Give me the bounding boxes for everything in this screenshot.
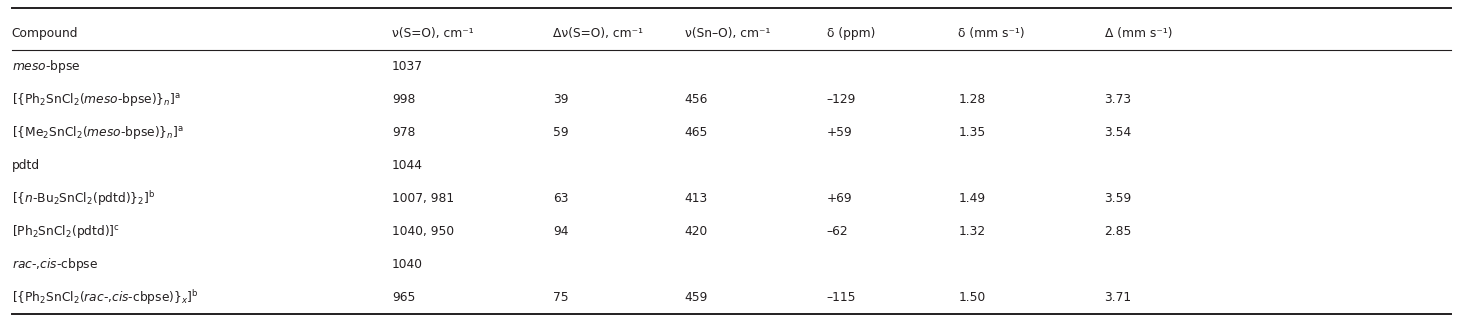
Text: 413: 413 (685, 192, 708, 205)
Text: 1040, 950: 1040, 950 (392, 225, 454, 238)
Text: $\mathit{meso}$-bpse: $\mathit{meso}$-bpse (12, 58, 80, 75)
Text: 1.50: 1.50 (958, 291, 986, 304)
Text: ν(Sn–O), cm⁻¹: ν(Sn–O), cm⁻¹ (685, 27, 770, 40)
Text: 75: 75 (553, 291, 569, 304)
Text: 459: 459 (685, 291, 708, 304)
Text: +69: +69 (827, 192, 853, 205)
Text: 2.85: 2.85 (1105, 225, 1132, 238)
Text: 1044: 1044 (392, 159, 423, 172)
Text: 3.73: 3.73 (1105, 93, 1132, 106)
Text: 1.28: 1.28 (958, 93, 986, 106)
Text: 39: 39 (553, 93, 569, 106)
Text: ν(S=O), cm⁻¹: ν(S=O), cm⁻¹ (392, 27, 474, 40)
Text: 465: 465 (685, 126, 708, 139)
Text: Compound: Compound (12, 27, 78, 40)
Text: –129: –129 (827, 93, 856, 106)
Text: 1.49: 1.49 (958, 192, 986, 205)
Text: 3.54: 3.54 (1105, 126, 1132, 139)
Text: δ (mm s⁻¹): δ (mm s⁻¹) (958, 27, 1026, 40)
Text: [{Ph$_2$SnCl$_2$($\mathit{meso}$-bpse)}$_n$]$^{\mathrm{a}}$: [{Ph$_2$SnCl$_2$($\mathit{meso}$-bpse)}$… (12, 91, 180, 108)
Text: 420: 420 (685, 225, 708, 238)
Text: Δν(S=O), cm⁻¹: Δν(S=O), cm⁻¹ (553, 27, 644, 40)
Text: pdtd: pdtd (12, 159, 40, 172)
Text: [{Ph$_2$SnCl$_2$($\mathit{rac}$-,$\mathit{cis}$-cbpse)}$_x$]$^{\mathrm{b}}$: [{Ph$_2$SnCl$_2$($\mathit{rac}$-,$\mathi… (12, 288, 199, 307)
Text: 94: 94 (553, 225, 569, 238)
Text: 59: 59 (553, 126, 569, 139)
Text: [{Me$_2$SnCl$_2$($\mathit{meso}$-bpse)}$_n$]$^{\mathrm{a}}$: [{Me$_2$SnCl$_2$($\mathit{meso}$-bpse)}$… (12, 124, 183, 141)
Text: 1007, 981: 1007, 981 (392, 192, 454, 205)
Text: 1040: 1040 (392, 258, 423, 271)
Text: 1.32: 1.32 (958, 225, 986, 238)
Text: 3.59: 3.59 (1105, 192, 1132, 205)
Text: –62: –62 (827, 225, 849, 238)
Text: 965: 965 (392, 291, 415, 304)
Text: 1.35: 1.35 (958, 126, 986, 139)
Text: Δ (mm s⁻¹): Δ (mm s⁻¹) (1105, 27, 1172, 40)
Text: +59: +59 (827, 126, 853, 139)
Text: 978: 978 (392, 126, 415, 139)
Text: δ (ppm): δ (ppm) (827, 27, 875, 40)
Text: 63: 63 (553, 192, 569, 205)
Text: 3.71: 3.71 (1105, 291, 1132, 304)
Text: 998: 998 (392, 93, 415, 106)
Text: –115: –115 (827, 291, 856, 304)
Text: 1037: 1037 (392, 60, 423, 73)
Text: 456: 456 (685, 93, 708, 106)
Text: [Ph$_2$SnCl$_2$(pdtd)]$^{\mathrm{c}}$: [Ph$_2$SnCl$_2$(pdtd)]$^{\mathrm{c}}$ (12, 223, 120, 240)
Text: [{$\mathit{n}$-Bu$_2$SnCl$_2$(pdtd)}$_2$]$^{\mathrm{b}}$: [{$\mathit{n}$-Bu$_2$SnCl$_2$(pdtd)}$_2$… (12, 189, 155, 208)
Text: $\mathit{rac}$-,$\mathit{cis}$-cbpse: $\mathit{rac}$-,$\mathit{cis}$-cbpse (12, 256, 98, 273)
